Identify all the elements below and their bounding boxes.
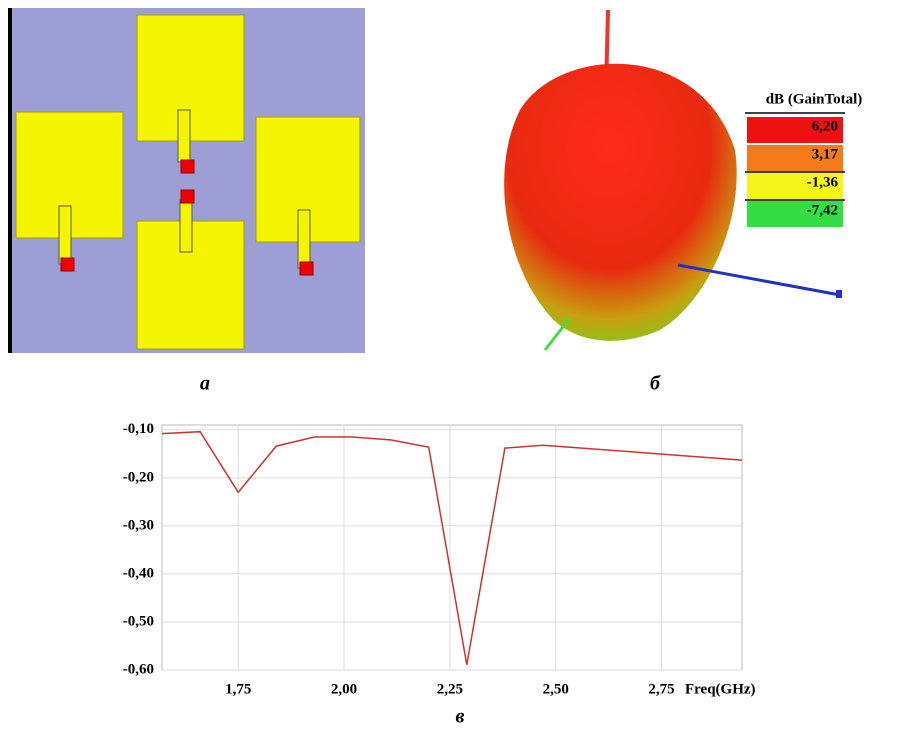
page: а б в dB (GainTotal) 6,20 3,17 -1,36 -7,42 -0,10… [0, 0, 917, 735]
y-tick-label: -0,10 [123, 421, 154, 437]
legend-label: 6,20 [812, 118, 838, 134]
x-tick-label: 2,25 [437, 681, 463, 697]
legend-label: -7,42 [807, 202, 838, 218]
y-tick-label: -0,30 [123, 517, 154, 533]
legend-title: dB (GainTotal) [766, 91, 863, 107]
y-tick-label: -0,50 [123, 613, 154, 629]
panel-label: в [456, 706, 465, 728]
antenna-layout [8, 8, 365, 353]
figure: а б в dB (GainTotal) 6,20 3,17 -1,36 -7,42 -0,10… [0, 0, 917, 735]
y-tick-label: -0,60 [123, 661, 154, 677]
legend-label: -1,36 [807, 174, 839, 190]
panel-label: а [200, 373, 210, 395]
x-tick-label: 2,00 [331, 681, 357, 697]
x-tick-label: 2,50 [543, 681, 569, 697]
legend-label: 3,17 [812, 146, 839, 162]
y-tick-label: -0,40 [123, 565, 154, 581]
panel-label: б [650, 373, 661, 395]
y-tick-label: -0,20 [123, 469, 154, 485]
plot-area [162, 425, 742, 670]
x-tick-label: 2,75 [648, 681, 674, 697]
x-axis-label: Freq(GHz) [685, 681, 756, 697]
x-tick-label: 1,75 [225, 681, 251, 697]
